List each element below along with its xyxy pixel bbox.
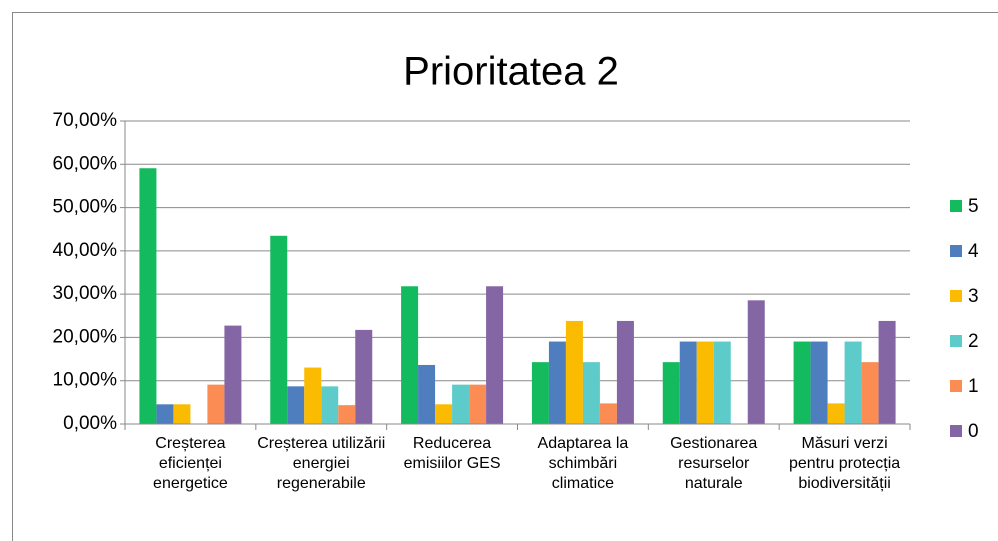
chart-border <box>12 12 998 541</box>
bar <box>287 386 305 424</box>
x-tick-label: Creșterea eficienței energetice <box>153 435 228 492</box>
legend-swatch <box>950 200 962 212</box>
y-tick-label: 50,00% <box>53 197 118 218</box>
bar <box>747 300 765 424</box>
bar <box>679 341 697 424</box>
chart-title: Prioritatea 2 <box>403 50 619 94</box>
legend-swatch <box>950 290 962 302</box>
bar <box>270 235 288 424</box>
bar <box>156 404 174 424</box>
bar <box>418 364 436 424</box>
x-tick-label: Gestionarea resurselor naturale <box>670 435 758 492</box>
bar <box>713 341 731 424</box>
x-tick-label: Măsuri verzi pentru protecția biodiversi… <box>788 435 901 492</box>
bar <box>304 367 322 424</box>
x-tick-label: Reducerea emisiilor GES <box>403 435 501 472</box>
y-tick-label: 40,00% <box>53 240 118 261</box>
legend-label: 1 <box>968 376 979 397</box>
y-tick-label: 20,00% <box>53 326 118 347</box>
legend-label: 0 <box>968 421 979 442</box>
x-tick-label: Creșterea utilizării energiei regenerabi… <box>257 435 386 492</box>
legend-label: 3 <box>968 286 979 307</box>
y-tick-label: 70,00% <box>53 110 118 131</box>
bar <box>616 320 634 424</box>
bar <box>139 168 157 424</box>
y-tick-label: 0,00% <box>63 413 117 434</box>
bar <box>599 403 617 424</box>
bar <box>565 320 583 424</box>
bar <box>469 384 487 424</box>
bar <box>844 341 862 424</box>
bar <box>338 405 356 424</box>
x-tick-label: Adaptarea la schimbări climatice <box>537 435 629 492</box>
legend-swatch <box>950 245 962 257</box>
bar <box>173 404 191 424</box>
bar <box>207 384 225 424</box>
y-tick-label: 30,00% <box>53 283 118 304</box>
legend-label: 5 <box>968 196 979 217</box>
legend-swatch <box>950 425 962 437</box>
y-tick-label: 60,00% <box>53 153 118 174</box>
bar <box>224 325 242 424</box>
bar <box>452 384 470 424</box>
bar <box>878 320 896 424</box>
bar <box>531 362 549 424</box>
bar <box>793 341 811 424</box>
y-tick-label: 10,00% <box>53 370 118 391</box>
bar <box>827 403 845 424</box>
bar <box>355 329 373 424</box>
bar <box>548 341 566 424</box>
bar <box>486 286 504 424</box>
bar <box>401 286 419 424</box>
bar <box>582 362 600 424</box>
bar <box>662 362 680 424</box>
bar <box>321 386 339 424</box>
legend-swatch <box>950 380 962 392</box>
legend-swatch <box>950 335 962 347</box>
legend-label: 2 <box>968 331 979 352</box>
legend-label: 4 <box>968 241 979 262</box>
bar <box>861 362 879 424</box>
bar <box>810 341 828 424</box>
bar <box>696 341 714 424</box>
bar <box>435 404 453 424</box>
